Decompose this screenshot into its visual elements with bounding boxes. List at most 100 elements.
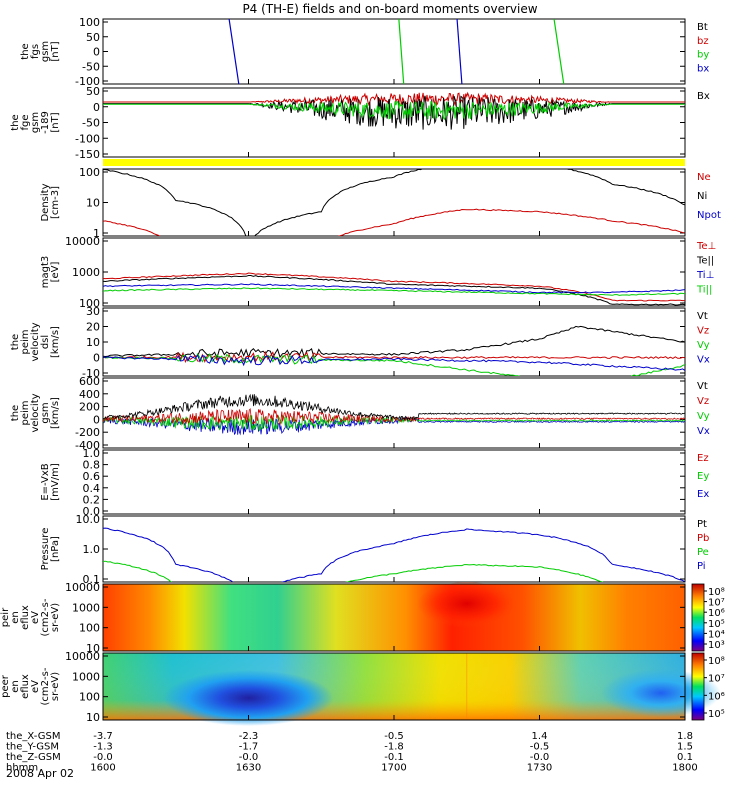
y-axis-label: [nT]: [50, 112, 61, 132]
y-axis-label: -189: [40, 111, 51, 134]
panel-2: 50 0 -50 -100 -150 the fge gsm -189 [nT] Bx: [10, 85, 710, 161]
y-tick-label: 1000: [72, 601, 100, 614]
series-line: [103, 354, 685, 371]
series-group: [103, 325, 685, 376]
colorbar-tick-label: 10⁸: [708, 587, 725, 598]
panel-6: 30 20 10 0 -10 the peim velocity dsl [km/s] Vt Vz Vy…: [10, 305, 710, 380]
legend-entry: Ex: [697, 489, 709, 500]
time-axis-row-label: the_Y-GSM: [6, 742, 59, 753]
y-axis-label: (cm2-s-: [40, 598, 51, 636]
series-line: [103, 393, 685, 421]
y-axis-label: the: [10, 334, 21, 350]
time-axis-value: 1.4: [532, 731, 548, 742]
series-line: [398, 19, 405, 84]
legend-entry: Bt: [697, 22, 708, 33]
series-line: [103, 325, 685, 360]
panel-frame: [102, 377, 686, 449]
y-axis-label: eV: [30, 611, 41, 624]
series-line: [103, 352, 685, 376]
series-group: [103, 169, 685, 236]
y-tick-label: 0.4: [83, 482, 101, 495]
legend-entry: bz: [697, 36, 709, 47]
y-axis-label: Density: [40, 183, 51, 221]
y-tick-label: 1.0: [83, 447, 101, 460]
legend-entry: Pb: [697, 533, 709, 544]
y-tick-label: 0: [93, 352, 100, 365]
series-line: [103, 287, 685, 296]
series-line: [103, 283, 685, 294]
panel-8: 1.00.80.60.40.20.0 E=-VxB [mV/m] Ez Ey Ex: [40, 447, 709, 518]
time-axis-value: 1.8: [677, 731, 693, 742]
y-tick-label: 10: [86, 336, 100, 349]
legend-entry: Bx: [697, 91, 710, 102]
y-tick-label: 0.6: [83, 470, 101, 483]
legend-entry: Pi: [697, 561, 706, 572]
legend-entry: bx: [697, 63, 709, 74]
y-axis-label: Pressure: [40, 528, 51, 571]
y-axis-label: magt3: [40, 256, 51, 289]
legend-entry: Te||: [696, 256, 714, 267]
date-label: 2008 Apr 02: [6, 767, 74, 780]
series-line: [228, 19, 240, 84]
time-axis-value: -2.3: [239, 731, 259, 742]
time-axis-value: -0.0: [239, 752, 259, 763]
legend-entry: Vz: [697, 396, 709, 407]
panel-frame: [102, 307, 686, 377]
y-tick-label: 0.1: [83, 573, 101, 586]
panel-11: 10⁸ 10⁷ 10⁶ 10⁵ 10000 1000 100 10 thepeereneflux…: [0, 650, 725, 726]
y-tick-label: 10: [86, 711, 100, 724]
panel-4: 100 10 1 Density [cm-3] Ne Ni Npot: [40, 166, 721, 240]
series-group: [228, 19, 565, 84]
colorbar-tick-label: 10⁷: [708, 674, 725, 685]
spectrogram-overlay: [103, 584, 685, 651]
y-tick-label: -100: [75, 75, 100, 88]
time-axis-value: 1730: [527, 763, 552, 774]
panel-frame: [102, 168, 686, 237]
spectrogram-hot-region: [416, 582, 517, 630]
time-axis-value: 1630: [236, 763, 261, 774]
y-tick-label: -400: [75, 439, 100, 452]
y-axis-label: dsl: [40, 335, 51, 349]
time-axis-value: 1700: [381, 763, 406, 774]
y-tick-label: -200: [75, 426, 100, 439]
y-axis-label: fgs: [30, 44, 41, 59]
panel-frame: [102, 449, 686, 515]
time-axis-value: -0.5: [384, 731, 404, 742]
y-tick-label: 100: [79, 16, 100, 29]
time-axis-value: -1.7: [239, 742, 259, 753]
y-axis-label: peir: [0, 607, 11, 627]
y-axis-label: eflux: [20, 605, 31, 630]
series-line: [103, 208, 685, 236]
y-tick-label: 0.8: [83, 459, 101, 472]
chart-title: P4 (TH-E) fields and on-board moments ov…: [242, 2, 537, 16]
y-axis-label: gsm: [30, 112, 41, 133]
time-axis-value: -1.3: [93, 742, 113, 753]
colorbar-tick-label: 10⁴: [708, 629, 725, 640]
legend-entry: Ti⊥: [696, 270, 714, 281]
time-axis-row-label: the_Z-GSM: [6, 752, 61, 763]
time-axis-value: 1600: [90, 763, 115, 774]
colorbar-tick-label: 10⁶: [708, 691, 725, 702]
y-axis-label: [nPa]: [50, 536, 61, 562]
spectrogram: [103, 584, 685, 651]
time-axis-value: -0.0: [530, 752, 550, 763]
y-tick-label: 0.0: [83, 505, 101, 518]
legend-entry: Pt: [697, 519, 707, 530]
y-tick-label: 10.0: [76, 513, 101, 526]
y-axis-label: E=-VxB: [40, 463, 51, 500]
y-tick-label: 100: [79, 622, 100, 635]
y-axis-label: en: [10, 611, 21, 624]
series-group: [103, 393, 685, 436]
y-axis-label: sr-eV): [50, 672, 61, 701]
panel-1: 100 50 0-50 -100 the fgs gsm [nT] Bt bz by bx: [20, 16, 709, 88]
y-axis-label: the: [0, 609, 1, 625]
y-tick-label: 400: [79, 388, 100, 401]
colorbar: [691, 652, 705, 721]
series-line: [456, 19, 463, 84]
y-tick-label: -150: [75, 148, 100, 161]
y-axis-label: peim: [20, 329, 31, 354]
y-axis-label: peer: [0, 674, 11, 698]
time-axis-row-label: hhmm: [6, 763, 38, 774]
legend-entry: by: [697, 50, 709, 61]
colorbar-tick-label: 10⁸: [708, 656, 725, 667]
